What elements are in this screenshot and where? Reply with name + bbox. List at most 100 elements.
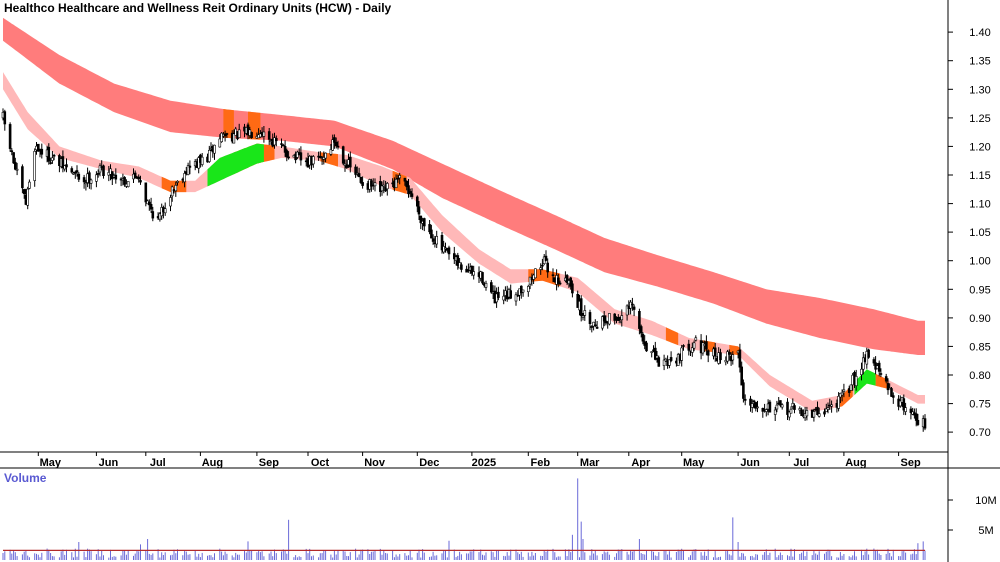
candle-body [727,352,731,355]
candle-body [95,174,98,182]
price-candle [514,292,518,306]
candle-body [682,345,685,347]
price-candle [558,280,562,286]
price-candle [88,170,91,189]
candle-body [541,264,544,267]
candle-body [521,289,525,293]
price-candle [435,230,439,248]
candle-body [88,172,91,184]
price-candle [354,164,357,178]
price-candle [419,215,423,230]
price-candle [460,262,463,273]
price-candle [521,289,525,297]
candle-body [620,315,624,321]
axis-labels: 0.70 0.75 0.80 0.85 0.90 0.95 1.00 1.05 1.10 1.15… [40,27,997,537]
price-candle [95,171,98,188]
candle-body [415,196,419,207]
candle-body [170,186,174,197]
price-tick-label: 0.70 [969,427,990,439]
candle-body [738,349,742,368]
candle-body [403,177,407,182]
price-candle [403,177,407,186]
price-candle [407,179,410,198]
candle-body [440,235,444,251]
price-candle [879,368,883,378]
price-candle [331,134,335,151]
short-band-crossover-segment [729,344,740,357]
candle-body [593,324,597,327]
candle-body [77,173,81,180]
candle-body [779,400,782,406]
price-candle [417,201,421,220]
price-candle [186,162,190,176]
price-candle [70,166,74,174]
candle-body [662,359,666,366]
price-candle [114,168,118,184]
price-candle [544,250,548,262]
price-candle [456,252,460,270]
candle-body [891,395,895,398]
candle-body [742,382,745,399]
short-band-bullish-segment [207,143,264,187]
price-candle [902,394,906,415]
candle-body [186,165,190,175]
candle-body [287,156,290,159]
candle-body [318,156,322,159]
candle-body [299,152,303,161]
price-candle [502,289,506,305]
price-candle [396,174,400,183]
price-candle [551,268,555,283]
price-candle [830,400,833,413]
price-candle [816,401,819,416]
candle-body [15,168,19,171]
candle-body [232,133,236,144]
price-tick-label: 1.15 [969,170,990,182]
price-candle [805,406,809,421]
candle-body [800,409,803,416]
price-candle [410,188,414,200]
price-candle [329,144,333,156]
time-tick-label: Jul [150,457,166,469]
price-candle [176,180,179,186]
price-candle [565,274,569,286]
price-candle [657,355,661,367]
price-candle [620,309,624,327]
price-candle [583,305,587,321]
candle-body [460,264,463,270]
price-candle [639,324,643,338]
price-candle [422,217,426,232]
candle-body [608,313,611,325]
price-candle [823,408,826,417]
price-candle [385,182,389,196]
price-candle [914,408,918,427]
price-candle [742,379,745,403]
short-band-crossover-segment [875,373,888,389]
price-candle [613,313,617,325]
price-candle [262,126,266,143]
candle-body [812,411,816,418]
price-candle [526,284,530,297]
candle-body [123,177,126,185]
price-candle [218,134,222,148]
short-band-crossover-segment [665,327,679,346]
price-candle [489,280,493,294]
candle-body [639,326,643,334]
candle-body [546,262,550,273]
price-candle [380,181,384,196]
volume-tick-label: 10M [975,495,996,507]
candle-body [208,150,211,162]
time-tick-label: Sep [259,457,279,469]
price-candle [22,188,26,199]
price-candle [428,220,431,235]
candle-body [653,347,657,360]
candle-body [70,168,74,173]
candle-body [52,154,56,157]
price-candle [655,351,659,363]
candle-body [385,183,389,190]
candle-body [65,164,68,168]
time-tick-label: Feb [531,457,551,469]
price-candle [706,349,710,363]
candle-body [638,310,641,329]
price-tick-label: 1.25 [969,113,990,125]
candle-body [528,276,532,285]
